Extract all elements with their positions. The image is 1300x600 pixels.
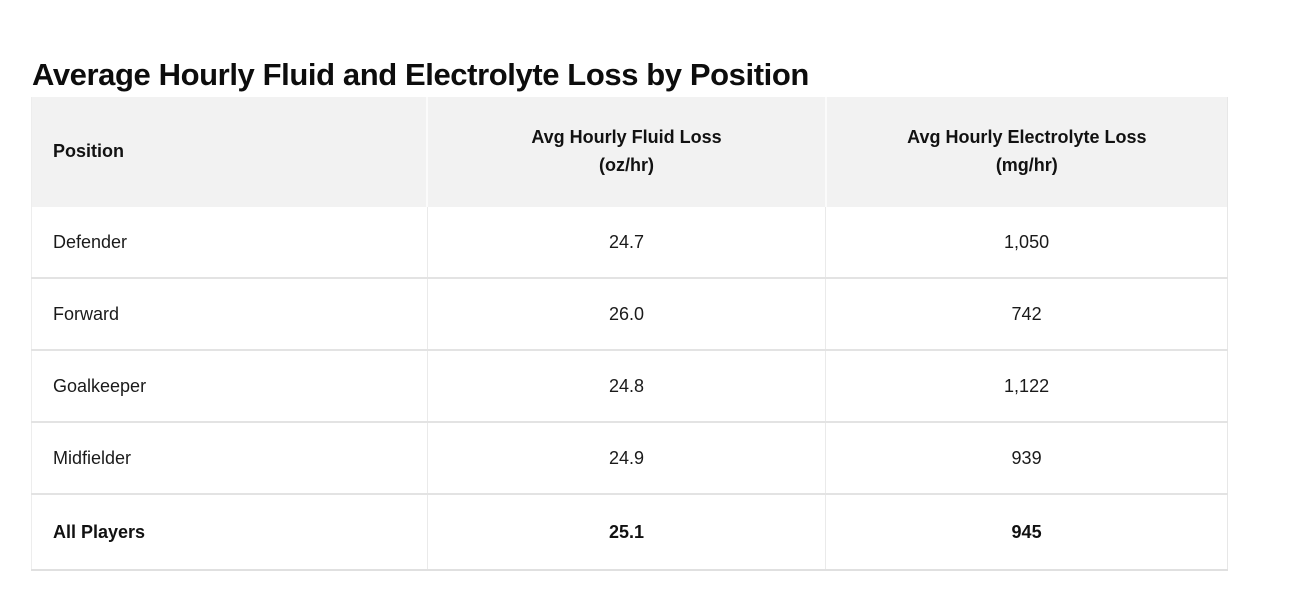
table-row: Goalkeeper 24.8 1,122 bbox=[31, 349, 1228, 422]
table-row: Midfielder 24.9 939 bbox=[31, 421, 1228, 494]
electrolyte-loss-cell: 1,050 bbox=[825, 207, 1228, 278]
table-row: Forward 26.0 742 bbox=[31, 277, 1228, 350]
fluid-loss-table: Position Avg Hourly Fluid Loss (oz/hr) A… bbox=[31, 97, 1228, 571]
position-cell: Midfielder bbox=[31, 421, 428, 494]
table-header-row: Position Avg Hourly Fluid Loss (oz/hr) A… bbox=[31, 97, 1228, 207]
electrolyte-loss-cell: 939 bbox=[825, 421, 1228, 494]
electrolyte-loss-cell: 1,122 bbox=[825, 349, 1228, 422]
page-title: Average Hourly Fluid and Electrolyte Los… bbox=[32, 56, 809, 92]
header-electrolyte-loss: Avg Hourly Electrolyte Loss (mg/hr) bbox=[824, 97, 1228, 207]
electrolyte-loss-cell: 742 bbox=[825, 277, 1228, 350]
fluid-loss-cell: 26.0 bbox=[426, 277, 826, 350]
fluid-loss-cell: 24.7 bbox=[426, 207, 826, 278]
position-cell: Goalkeeper bbox=[31, 349, 428, 422]
fluid-loss-cell: 25.1 bbox=[426, 493, 826, 571]
fluid-loss-cell: 24.8 bbox=[426, 349, 826, 422]
table-row: Defender 24.7 1,050 bbox=[31, 207, 1228, 278]
position-cell: All Players bbox=[31, 493, 428, 571]
fluid-loss-cell: 24.9 bbox=[426, 421, 826, 494]
header-fluid-loss: Avg Hourly Fluid Loss (oz/hr) bbox=[426, 97, 826, 207]
table-row-total: All Players 25.1 945 bbox=[31, 493, 1228, 571]
header-position: Position bbox=[31, 97, 428, 207]
data-table: Position Avg Hourly Fluid Loss (oz/hr) A… bbox=[31, 97, 1228, 571]
position-cell: Defender bbox=[31, 207, 428, 278]
position-cell: Forward bbox=[31, 277, 428, 350]
electrolyte-loss-cell: 945 bbox=[825, 493, 1228, 571]
